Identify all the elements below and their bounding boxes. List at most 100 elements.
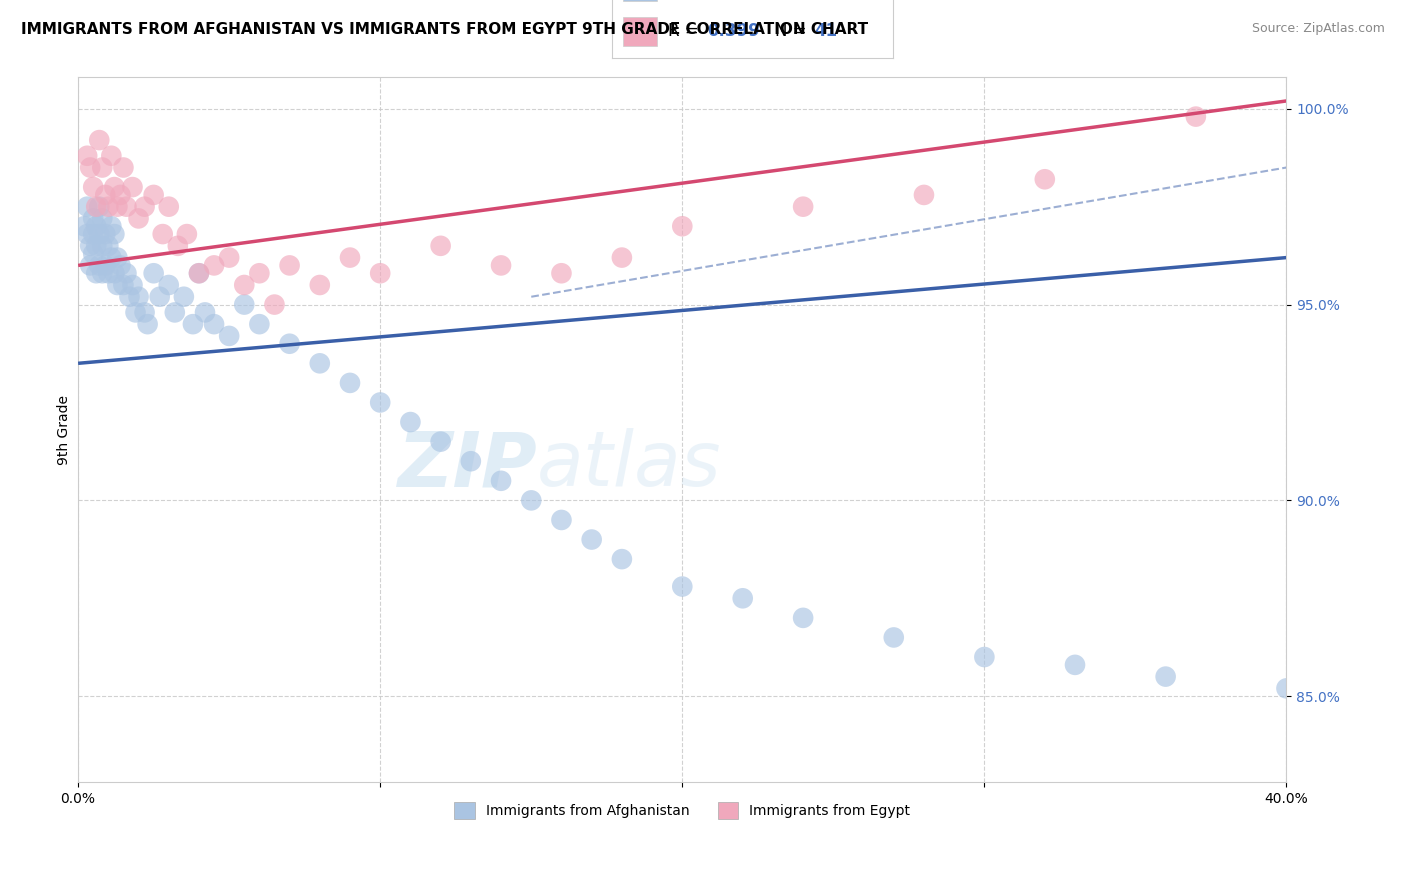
Point bbox=[610, 552, 633, 566]
Point bbox=[308, 278, 330, 293]
Point bbox=[82, 180, 104, 194]
Point bbox=[89, 200, 111, 214]
Point bbox=[278, 259, 301, 273]
Point bbox=[100, 251, 122, 265]
Point bbox=[94, 188, 117, 202]
Point bbox=[115, 266, 138, 280]
Point bbox=[1033, 172, 1056, 186]
Legend: Immigrants from Afghanistan, Immigrants from Egypt: Immigrants from Afghanistan, Immigrants … bbox=[449, 797, 915, 825]
Point bbox=[136, 317, 159, 331]
Point bbox=[84, 219, 107, 234]
Point bbox=[399, 415, 422, 429]
Point bbox=[149, 290, 172, 304]
Point bbox=[181, 317, 204, 331]
Point bbox=[973, 650, 995, 665]
Point bbox=[233, 278, 256, 293]
Point bbox=[202, 259, 225, 273]
Point bbox=[429, 239, 451, 253]
Point bbox=[883, 631, 905, 645]
Point bbox=[84, 239, 107, 253]
Point bbox=[79, 161, 101, 175]
Text: 0.399: 0.399 bbox=[707, 22, 761, 40]
Point bbox=[105, 251, 128, 265]
Point bbox=[188, 266, 211, 280]
Point bbox=[124, 305, 146, 319]
Point bbox=[550, 266, 572, 280]
Point bbox=[94, 227, 117, 241]
Point bbox=[166, 239, 188, 253]
Point bbox=[152, 227, 174, 241]
Point bbox=[339, 251, 361, 265]
Point bbox=[134, 200, 156, 214]
Point bbox=[278, 336, 301, 351]
Point bbox=[97, 266, 120, 280]
Point bbox=[194, 305, 217, 319]
Y-axis label: 9th Grade: 9th Grade bbox=[58, 395, 72, 465]
Point bbox=[134, 305, 156, 319]
Point bbox=[429, 434, 451, 449]
Text: 41: 41 bbox=[814, 22, 837, 40]
Point bbox=[91, 161, 114, 175]
Point bbox=[1185, 110, 1208, 124]
Text: N =: N = bbox=[775, 22, 811, 40]
Point bbox=[1064, 657, 1087, 672]
Point bbox=[308, 356, 330, 370]
Point bbox=[118, 290, 141, 304]
Point bbox=[792, 611, 814, 625]
Text: R =: R = bbox=[668, 22, 704, 40]
Point bbox=[100, 219, 122, 234]
Point bbox=[97, 200, 120, 214]
Point bbox=[731, 591, 754, 606]
Point bbox=[91, 266, 114, 280]
Point bbox=[105, 278, 128, 293]
Point bbox=[610, 251, 633, 265]
Point bbox=[110, 259, 132, 273]
Point bbox=[82, 227, 104, 241]
Point bbox=[103, 227, 125, 241]
Point bbox=[339, 376, 361, 390]
Point bbox=[218, 251, 240, 265]
Point bbox=[157, 200, 180, 214]
Point bbox=[247, 266, 270, 280]
Point bbox=[188, 266, 211, 280]
Point bbox=[912, 188, 935, 202]
Point bbox=[792, 200, 814, 214]
Point bbox=[91, 211, 114, 226]
Point bbox=[103, 266, 125, 280]
Point bbox=[121, 278, 143, 293]
Text: Source: ZipAtlas.com: Source: ZipAtlas.com bbox=[1251, 22, 1385, 36]
Point bbox=[76, 227, 98, 241]
Point bbox=[142, 266, 165, 280]
Point bbox=[97, 239, 120, 253]
Point bbox=[73, 219, 96, 234]
Point bbox=[218, 329, 240, 343]
Point bbox=[100, 149, 122, 163]
Point bbox=[121, 180, 143, 194]
Point bbox=[489, 259, 512, 273]
Point bbox=[163, 305, 186, 319]
Point bbox=[112, 161, 135, 175]
Point bbox=[460, 454, 482, 468]
Point bbox=[91, 239, 114, 253]
Point bbox=[157, 278, 180, 293]
Point bbox=[79, 259, 101, 273]
Point bbox=[233, 297, 256, 311]
Point bbox=[550, 513, 572, 527]
Point bbox=[489, 474, 512, 488]
Point bbox=[142, 188, 165, 202]
Point bbox=[581, 533, 603, 547]
Point bbox=[368, 395, 391, 409]
Point bbox=[94, 259, 117, 273]
Point bbox=[263, 297, 285, 311]
Point bbox=[112, 278, 135, 293]
Point bbox=[82, 211, 104, 226]
Point bbox=[79, 239, 101, 253]
Point bbox=[1275, 681, 1298, 696]
Point bbox=[520, 493, 543, 508]
Point bbox=[84, 266, 107, 280]
Point bbox=[128, 290, 150, 304]
Point bbox=[84, 200, 107, 214]
Point bbox=[89, 133, 111, 147]
Point bbox=[76, 200, 98, 214]
Point bbox=[82, 246, 104, 260]
